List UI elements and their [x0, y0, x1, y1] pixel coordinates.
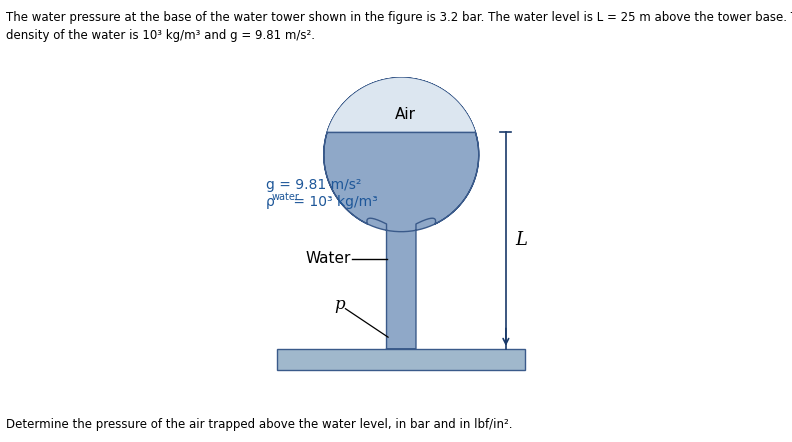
Polygon shape — [324, 78, 478, 349]
Bar — [277, 349, 525, 370]
Text: water: water — [272, 192, 299, 202]
Text: density of the water is 10³ kg/m³ and g = 9.81 m/s².: density of the water is 10³ kg/m³ and g … — [6, 29, 315, 42]
Text: L: L — [515, 231, 527, 249]
Polygon shape — [327, 78, 475, 132]
Text: g = 9.81 m/s²: g = 9.81 m/s² — [265, 179, 361, 192]
Text: Determine the pressure of the air trapped above the water level, in bar and in l: Determine the pressure of the air trappe… — [6, 418, 513, 431]
Text: Water: Water — [306, 251, 351, 266]
Text: ρ: ρ — [265, 195, 275, 210]
Text: Air: Air — [394, 107, 416, 122]
Text: = 10³ kg/m³: = 10³ kg/m³ — [289, 195, 378, 210]
Text: p: p — [334, 296, 345, 313]
Text: The water pressure at the base of the water tower shown in the figure is 3.2 bar: The water pressure at the base of the wa… — [6, 11, 792, 24]
